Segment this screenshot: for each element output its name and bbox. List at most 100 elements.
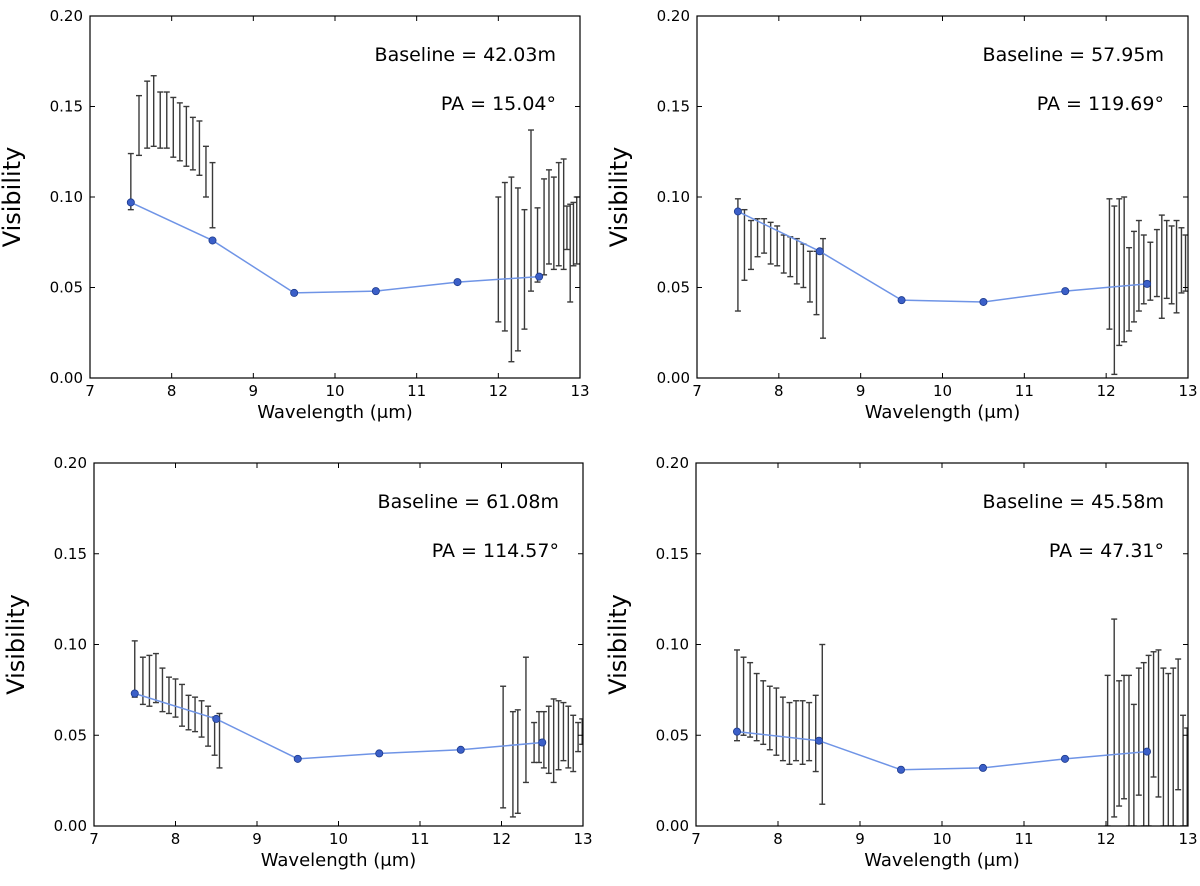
y-axis-label: Visibility bbox=[604, 594, 632, 695]
model-point bbox=[979, 297, 988, 306]
x-tick-label: 10 bbox=[325, 382, 344, 400]
y-tick-label: 0.00 bbox=[657, 369, 690, 387]
y-tick-label: 0.20 bbox=[657, 7, 690, 25]
baseline-annotation: Baseline = 61.08m bbox=[378, 491, 559, 513]
chart-panel-3: 7 8 9 10 11 12 13 0.00 0.05 0.10 0.15 0.20 Wavelengt… bbox=[2, 454, 593, 871]
model-point bbox=[733, 727, 742, 736]
x-tick-label: 7 bbox=[692, 382, 702, 400]
x-tick-label: 10 bbox=[933, 382, 952, 400]
y-tick-label: 0.20 bbox=[50, 7, 83, 25]
model-point bbox=[535, 272, 544, 281]
y-tick-label: 0.10 bbox=[657, 188, 690, 206]
errorbar-group bbox=[734, 618, 1188, 826]
x-tick-label: 11 bbox=[1014, 830, 1033, 848]
x-tick-label: 8 bbox=[774, 382, 784, 400]
model-point bbox=[733, 207, 742, 216]
x-tick-label: 8 bbox=[167, 382, 177, 400]
x-tick-label: 7 bbox=[85, 382, 95, 400]
y-tick-label: 0.15 bbox=[50, 98, 83, 116]
errorbar-group bbox=[131, 640, 583, 818]
model-point bbox=[130, 689, 139, 698]
y-tick-label: 0.20 bbox=[54, 454, 87, 472]
x-tick-label: 13 bbox=[570, 382, 589, 400]
baseline-annotation: Baseline = 57.95m bbox=[983, 44, 1164, 66]
model-line bbox=[736, 730, 1148, 771]
x-tick-label: 12 bbox=[492, 830, 511, 848]
x-axis-label: Wavelength (μm) bbox=[257, 402, 413, 423]
y-axis-label: Visibility bbox=[0, 147, 26, 248]
x-tick-label: 11 bbox=[410, 830, 429, 848]
model-point bbox=[456, 745, 465, 754]
x-tick-label: 13 bbox=[1178, 830, 1197, 848]
x-tick-label: 7 bbox=[89, 830, 99, 848]
x-tick-label: 9 bbox=[855, 830, 865, 848]
model-point bbox=[375, 749, 384, 758]
model-point bbox=[979, 763, 988, 772]
x-tick-label: 8 bbox=[171, 830, 181, 848]
model-point bbox=[897, 296, 906, 305]
model-point bbox=[1061, 754, 1070, 763]
y-tick-label: 0.15 bbox=[657, 98, 690, 116]
model-point bbox=[538, 738, 547, 747]
x-axis-label: Wavelength (μm) bbox=[865, 402, 1021, 423]
model-point bbox=[290, 288, 299, 297]
chart-panel-1: 7 8 9 10 11 12 13 0.00 0.05 0.10 0.15 0.20 Wavelengt… bbox=[0, 7, 590, 423]
x-tick-label: 12 bbox=[1097, 382, 1116, 400]
y-tick-label: 0.05 bbox=[50, 279, 83, 297]
model-point bbox=[815, 247, 824, 256]
y-axis-label: Visibility bbox=[605, 147, 633, 248]
y-tick-label: 0.15 bbox=[54, 545, 87, 563]
y-tick-label: 0.05 bbox=[657, 279, 690, 297]
x-tick-label: 12 bbox=[489, 382, 508, 400]
model-point bbox=[897, 765, 906, 774]
axes-frame bbox=[93, 462, 584, 827]
model-point bbox=[126, 198, 135, 207]
y-tick-label: 0.10 bbox=[54, 636, 87, 654]
x-tick-label: 13 bbox=[1178, 382, 1197, 400]
y-tick-label: 0.10 bbox=[50, 188, 83, 206]
x-tick-label: 7 bbox=[691, 830, 701, 848]
baseline-annotation: Baseline = 45.58m bbox=[983, 491, 1164, 513]
x-tick-label: 11 bbox=[407, 382, 426, 400]
x-tick-label: 12 bbox=[1096, 830, 1115, 848]
model-line bbox=[130, 201, 540, 294]
y-tick-label: 0.10 bbox=[656, 636, 689, 654]
x-tick-label: 9 bbox=[249, 382, 259, 400]
y-tick-label: 0.00 bbox=[656, 817, 689, 835]
x-tick-label: 10 bbox=[932, 830, 951, 848]
pa-annotation: PA = 119.69° bbox=[1037, 93, 1164, 115]
chart-panel-4: 7 8 9 10 11 12 13 0.00 0.05 0.10 0.15 0.20 Wavelengt… bbox=[604, 454, 1198, 871]
axes-frame bbox=[89, 15, 581, 379]
baseline-annotation: Baseline = 42.03m bbox=[375, 44, 556, 66]
model-line bbox=[134, 692, 543, 760]
y-tick-label: 0.00 bbox=[54, 817, 87, 835]
model-point bbox=[1061, 287, 1070, 296]
y-tick-label: 0.20 bbox=[656, 454, 689, 472]
pa-annotation: PA = 15.04° bbox=[441, 93, 556, 115]
y-tick-label: 0.00 bbox=[50, 369, 83, 387]
chart-panel-2: 7 8 9 10 11 12 13 0.00 0.05 0.10 0.15 0.20 Wavelengt… bbox=[605, 7, 1198, 423]
model-point bbox=[1143, 279, 1152, 288]
y-tick-label: 0.05 bbox=[54, 726, 87, 744]
model-point bbox=[453, 278, 462, 287]
pa-annotation: PA = 47.31° bbox=[1049, 540, 1164, 562]
x-tick-label: 11 bbox=[1015, 382, 1034, 400]
y-axis-label: Visibility bbox=[2, 594, 30, 695]
x-tick-label: 10 bbox=[329, 830, 348, 848]
model-point bbox=[1143, 747, 1152, 756]
y-tick-label: 0.15 bbox=[656, 545, 689, 563]
model-point bbox=[293, 754, 302, 763]
x-tick-label: 13 bbox=[573, 830, 592, 848]
x-axis-label: Wavelength (μm) bbox=[864, 850, 1020, 871]
errorbar-group bbox=[127, 75, 580, 363]
model-point bbox=[212, 714, 221, 723]
y-tick-label: 0.05 bbox=[656, 726, 689, 744]
model-line bbox=[737, 210, 1148, 303]
model-point bbox=[815, 736, 824, 745]
x-tick-label: 8 bbox=[773, 830, 783, 848]
x-tick-label: 9 bbox=[856, 382, 866, 400]
model-point bbox=[371, 287, 380, 296]
model-point bbox=[208, 236, 217, 245]
x-tick-label: 9 bbox=[252, 830, 262, 848]
